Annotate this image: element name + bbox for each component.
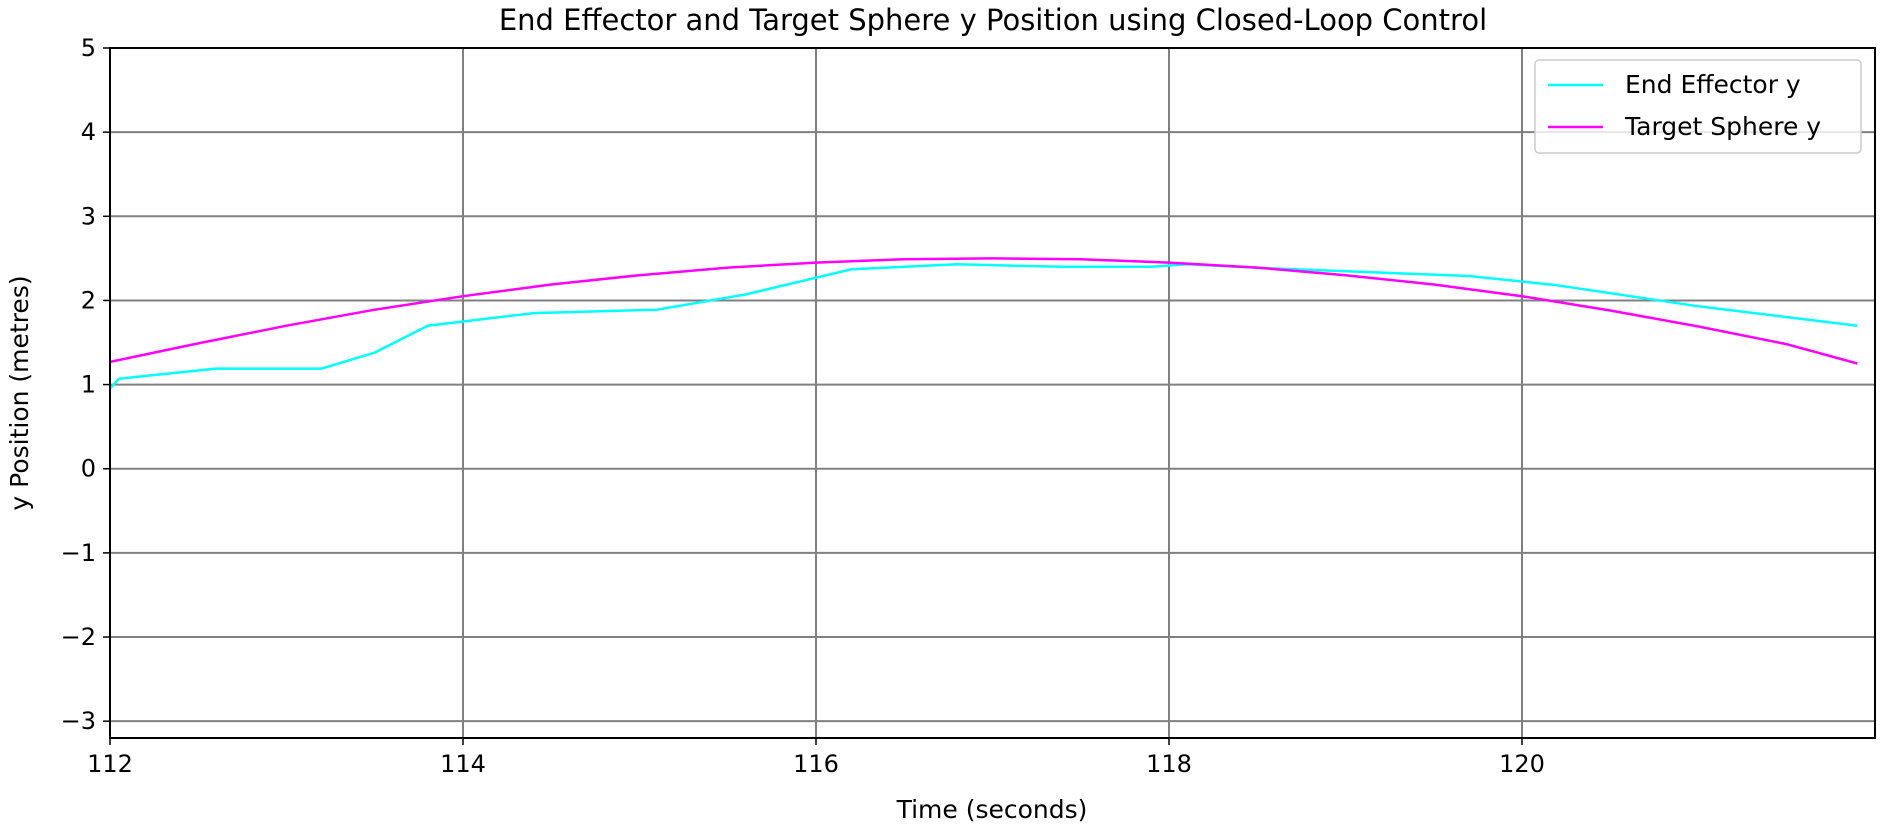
y-tick-label: 0 [81, 455, 96, 483]
plot-lines [109, 257, 1858, 390]
chart-title: End Effector and Target Sphere y Positio… [499, 3, 1487, 37]
y-tick-label: 4 [81, 118, 96, 146]
legend: End Effector y Target Sphere y [1534, 59, 1862, 154]
x-tick-label: 120 [1499, 750, 1545, 778]
x-tick-label: 112 [87, 750, 133, 778]
y-tick-label: −1 [61, 539, 96, 567]
target-sphere-y-line [109, 257, 1858, 365]
plot-frame [109, 47, 1876, 739]
y-tick-label: 5 [81, 34, 96, 62]
legend-label-end-effector: End Effector y [1625, 70, 1801, 99]
y-tick-label: 3 [81, 202, 96, 230]
y-tick-label: 2 [81, 286, 96, 314]
y-axis-ticks: −3 −2 −1 0 1 2 3 4 5 [61, 34, 110, 735]
y-axis-label: y Position (metres) [5, 275, 34, 510]
end-effector-y-line [109, 263, 1858, 390]
y-tick-label: −3 [61, 707, 96, 735]
x-axis-label: Time (seconds) [896, 795, 1088, 824]
x-tick-label: 116 [793, 750, 839, 778]
x-tick-label: 114 [440, 750, 486, 778]
y-tick-label: 1 [81, 371, 96, 399]
x-axis-ticks: 112 114 116 118 120 [87, 738, 1545, 778]
legend-label-target-sphere: Target Sphere y [1624, 112, 1821, 141]
y-tick-label: −2 [61, 623, 96, 651]
x-tick-label: 118 [1146, 750, 1192, 778]
legend-box [1534, 59, 1862, 154]
